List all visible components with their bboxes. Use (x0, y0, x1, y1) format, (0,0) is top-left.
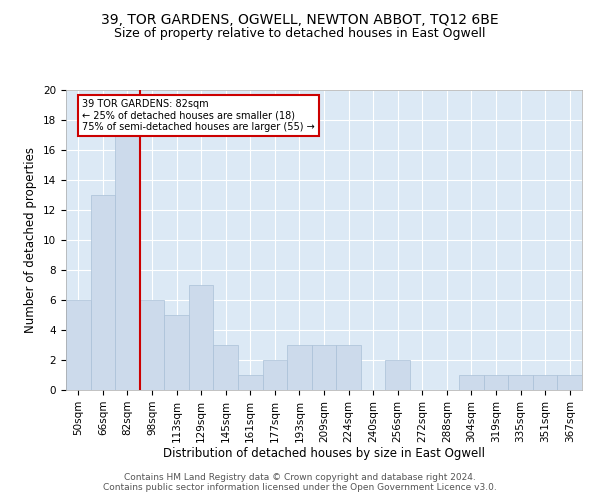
Bar (484, 375, 508, 390)
Text: 39 TOR GARDENS: 82sqm
← 25% of detached houses are smaller (18)
75% of semi-deta: 39 TOR GARDENS: 82sqm ← 25% of detached … (82, 99, 315, 132)
Bar (312, 345, 336, 390)
Bar (287, 345, 312, 390)
Bar (238, 375, 263, 390)
Bar (66, 300, 91, 390)
Bar (140, 300, 164, 390)
Bar (91, 195, 115, 390)
Text: 39, TOR GARDENS, OGWELL, NEWTON ABBOT, TQ12 6BE: 39, TOR GARDENS, OGWELL, NEWTON ABBOT, T… (101, 12, 499, 26)
Bar (385, 360, 410, 390)
Bar (557, 375, 582, 390)
Text: Size of property relative to detached houses in East Ogwell: Size of property relative to detached ho… (114, 28, 486, 40)
Bar (459, 375, 484, 390)
Bar (164, 315, 189, 390)
Bar (533, 375, 557, 390)
Bar (508, 375, 533, 390)
Bar (336, 345, 361, 390)
Y-axis label: Number of detached properties: Number of detached properties (25, 147, 37, 333)
Text: Contains HM Land Registry data © Crown copyright and database right 2024.
Contai: Contains HM Land Registry data © Crown c… (103, 473, 497, 492)
Bar (263, 360, 287, 390)
Bar (214, 345, 238, 390)
X-axis label: Distribution of detached houses by size in East Ogwell: Distribution of detached houses by size … (163, 448, 485, 460)
Bar (189, 285, 214, 390)
Bar (115, 105, 140, 390)
